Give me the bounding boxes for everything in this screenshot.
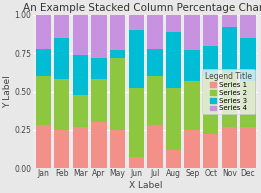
Title: An Example Stacked Column Percentage Chart: An Example Stacked Column Percentage Cha…	[23, 3, 261, 13]
Bar	[203, 15, 218, 46]
Bar	[240, 38, 256, 81]
Bar	[54, 15, 69, 38]
Bar	[110, 50, 125, 58]
Bar	[147, 49, 163, 76]
Bar	[185, 81, 200, 130]
Bar	[147, 15, 163, 49]
Bar	[129, 88, 144, 157]
Bar	[129, 157, 144, 168]
Bar	[147, 76, 163, 125]
Bar	[222, 15, 237, 27]
X-axis label: X Label: X Label	[129, 181, 162, 190]
Bar	[166, 15, 181, 32]
Bar	[166, 150, 181, 168]
Bar	[110, 15, 125, 50]
Bar	[185, 50, 200, 81]
Bar	[203, 134, 218, 168]
Bar	[91, 79, 107, 122]
Bar	[91, 122, 107, 168]
Bar	[240, 127, 256, 168]
Bar	[73, 127, 88, 168]
Bar	[35, 49, 51, 76]
Bar	[35, 125, 51, 168]
Legend: Series 1, Series 2, Series 3, Series 4: Series 1, Series 2, Series 3, Series 4	[202, 69, 255, 114]
Bar	[91, 15, 107, 58]
Bar	[222, 27, 237, 73]
Bar	[203, 76, 218, 134]
Bar	[35, 76, 51, 125]
Bar	[35, 15, 51, 49]
Bar	[91, 58, 107, 79]
Bar	[147, 125, 163, 168]
Bar	[185, 130, 200, 168]
Bar	[166, 32, 181, 88]
Bar	[129, 15, 144, 30]
Bar	[203, 46, 218, 76]
Bar	[110, 58, 125, 130]
Y-axis label: Y Label: Y Label	[3, 75, 12, 108]
Bar	[54, 130, 69, 168]
Bar	[166, 88, 181, 150]
Bar	[73, 95, 88, 127]
Bar	[54, 38, 69, 79]
Bar	[73, 15, 88, 55]
Bar	[129, 30, 144, 88]
Bar	[240, 15, 256, 38]
Bar	[54, 79, 69, 130]
Bar	[222, 127, 237, 168]
Bar	[185, 15, 200, 50]
Bar	[222, 73, 237, 127]
Bar	[240, 81, 256, 127]
Bar	[73, 55, 88, 95]
Bar	[110, 130, 125, 168]
